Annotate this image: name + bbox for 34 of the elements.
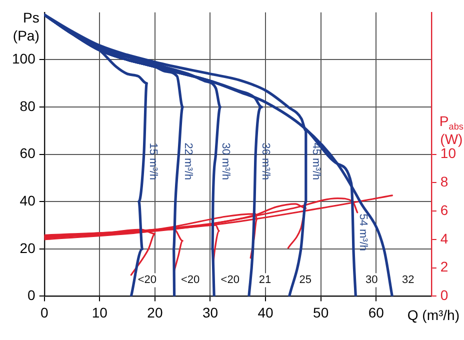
x-tick-label: 0: [40, 304, 48, 320]
y2-tick-label: 2: [440, 258, 448, 275]
annotation: <20: [138, 274, 157, 286]
y-tick-label: 60: [20, 145, 36, 162]
annotation: <20: [220, 274, 240, 286]
x-axis-title: Q (m³/h): [407, 307, 460, 324]
y2-tick-label: 6: [440, 202, 448, 218]
y2-tick-label: 4: [440, 230, 448, 246]
y-tick-label: 80: [20, 98, 36, 114]
text: 15 m³/h: [147, 142, 160, 180]
text: 22 m³/h: [182, 142, 194, 180]
annotation: <20: [180, 274, 200, 286]
annotation: 32: [402, 274, 414, 286]
x-tick-label: 60: [368, 304, 384, 320]
y-tick-label: 20: [20, 240, 36, 256]
text: 30 m³/h: [219, 142, 232, 180]
x-tick-label: 50: [313, 304, 329, 320]
y-tick-label: 0: [28, 287, 36, 304]
y-axis-title: Ps (Pa): [12, 9, 40, 44]
x-tick-label: 20: [147, 304, 163, 320]
y-tick-label: 40: [20, 192, 36, 208]
x-tick-label: 30: [202, 304, 218, 320]
annotation: 30: [366, 274, 378, 286]
text: 36 m³/h: [259, 142, 272, 180]
y-tick-label: 100: [12, 50, 36, 67]
text: 45 m³/h: [310, 142, 322, 180]
y2-tick-label: 8: [440, 174, 448, 190]
x-tick-label: 40: [258, 304, 274, 320]
y2-tick-label: 0: [440, 287, 448, 304]
y2-tick-label: 10: [440, 145, 456, 162]
x-tick-label: 10: [92, 304, 108, 320]
annotation: 25: [299, 274, 312, 286]
annotation: 21: [258, 274, 272, 286]
text: 54 m³/h: [357, 214, 370, 251]
